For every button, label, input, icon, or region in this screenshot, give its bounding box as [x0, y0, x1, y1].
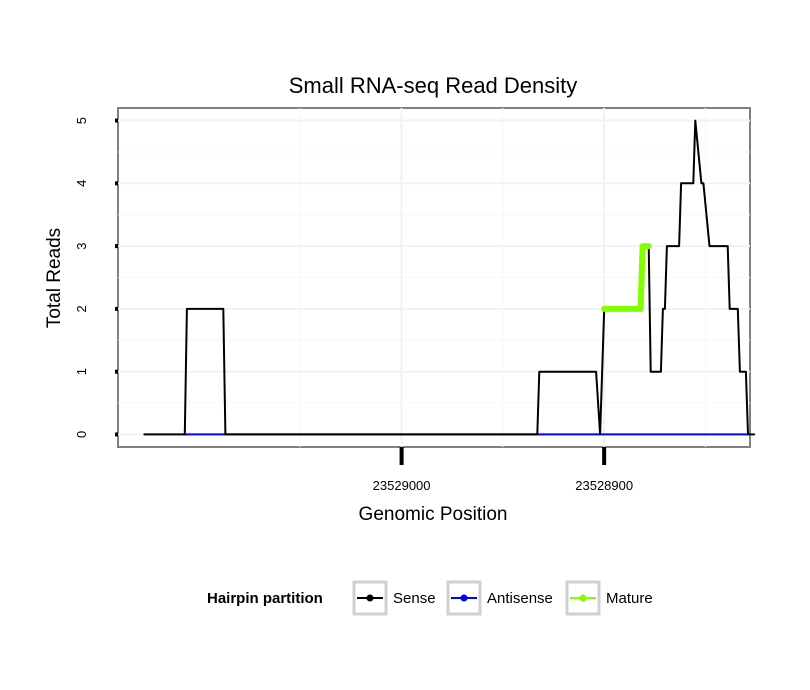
series-line-sense	[143, 119, 756, 436]
legend-key-point	[460, 594, 468, 602]
y-tick-label: 0	[74, 431, 89, 438]
legend-key-point	[579, 594, 587, 602]
legend-key-point	[366, 594, 374, 602]
y-tick-label: 5	[74, 117, 89, 124]
legend-item-sense: Sense	[352, 580, 436, 616]
series-line-mature	[601, 243, 652, 312]
x-tick-label: 23528900	[575, 478, 633, 493]
legend-label: Sense	[393, 590, 436, 607]
chart-title: Small RNA-seq Read Density	[289, 73, 578, 98]
x-tick-label: 23529000	[373, 478, 431, 493]
y-tick-label: 2	[74, 305, 89, 312]
legend-label: Antisense	[487, 590, 553, 607]
y-tick-label: 3	[74, 242, 89, 249]
series-lines	[143, 119, 756, 436]
legend-label: Mature	[606, 590, 653, 607]
x-axis: 23529000 23528900	[373, 447, 633, 493]
legend-item-mature: Mature	[565, 580, 653, 616]
y-tick-label: 4	[74, 180, 89, 187]
legend-title: Hairpin partition	[207, 590, 323, 607]
legend: Hairpin partition Sense Antisense Mature	[207, 580, 653, 616]
legend-item-antisense: Antisense	[446, 580, 553, 616]
y-axis: 0 1 2 3 4 5	[74, 117, 118, 438]
y-axis-title: Total Reads	[44, 228, 65, 328]
y-tick-label: 1	[74, 368, 89, 375]
x-axis-title: Genomic Position	[359, 504, 508, 525]
